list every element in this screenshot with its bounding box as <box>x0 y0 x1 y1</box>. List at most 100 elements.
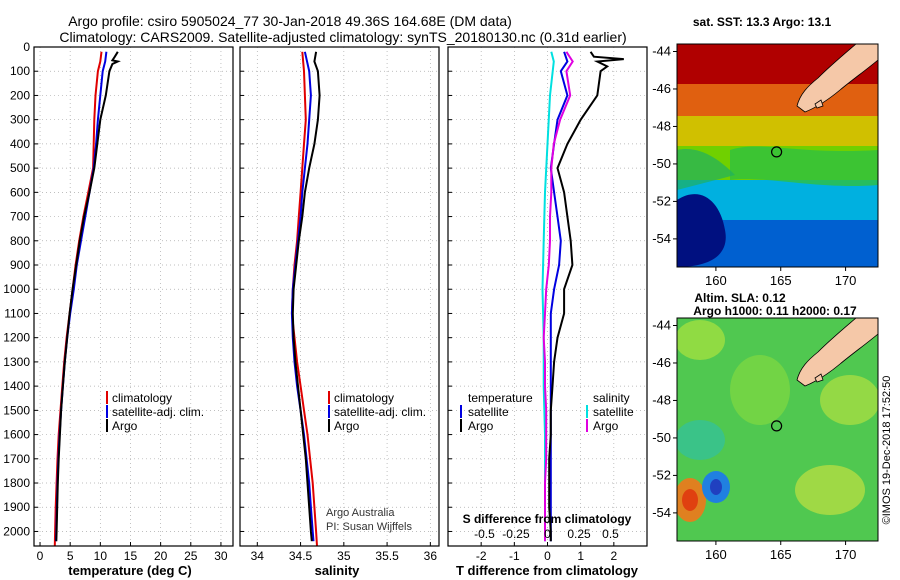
difference-legend-right: salinity satellite Argo <box>586 391 634 433</box>
depth-tick-label: 1200 <box>3 331 30 345</box>
map-y-tick-label: -48 <box>652 118 671 133</box>
sla-cold-eddy-core <box>710 479 722 495</box>
temperature-lines <box>53 51 121 546</box>
sst-map-frame <box>676 43 879 268</box>
sla-patch-1 <box>677 320 725 360</box>
sst-land <box>796 44 878 113</box>
legend-t-satellite-label: satellite <box>468 405 509 419</box>
depth-tick-label: 1800 <box>3 476 30 490</box>
legend-s-argo-label: Argo <box>593 419 619 433</box>
depth-tick-label: 600 <box>10 185 30 199</box>
sla-map-title-2: Argo h1000: 0.11 h2000: 0.17 <box>693 304 857 318</box>
salinity-lines <box>290 51 321 546</box>
map-y-tick-label: -48 <box>652 392 671 407</box>
legend-satellite-label: satellite-adj. clim. <box>334 405 426 419</box>
depth-tick-label: 1000 <box>3 282 30 296</box>
x-tick-label: 30 <box>214 549 228 563</box>
difference-grid <box>448 46 647 546</box>
map-y-tick-label: -50 <box>652 430 671 445</box>
map-x-tick-label: 165 <box>770 273 792 288</box>
legend-s-satellite-label: satellite <box>593 405 634 419</box>
depth-tick-label: 1500 <box>3 403 30 417</box>
legend-climatology-label: climatology <box>334 391 394 405</box>
sla-land <box>796 318 878 387</box>
map-y-tick-label: -54 <box>652 505 671 520</box>
temperature-legend: climatology satellite-adj. clim. Argo <box>106 391 204 433</box>
difference-top-ticks: -0.5 -0.25 0 0.25 0.5 <box>474 527 619 541</box>
sla-map-title-1: Altim. SLA: 0.12 <box>694 291 786 305</box>
x-tick-label: 36 <box>424 549 438 563</box>
difference-lines <box>541 51 624 542</box>
sla-map-frame <box>676 317 879 542</box>
depth-axis: 0 100 200 300 400 500 600 700 800 900 1000 1100 1200… <box>3 40 30 538</box>
difference-xlabel: T difference from climatology <box>456 563 639 578</box>
x-tick-label: -1 <box>509 549 520 563</box>
difference-x-ticks: -2 -1 0 1 2 <box>476 542 617 563</box>
salinity-frame <box>239 46 440 547</box>
sla-patch-3 <box>820 375 878 425</box>
series-temperature-satellite <box>549 51 569 542</box>
depth-tick-label: 400 <box>10 137 30 151</box>
x-tick-label: -2 <box>476 549 487 563</box>
sla-argo-position-marker <box>770 420 783 432</box>
depth-tick-label: 1600 <box>3 428 30 442</box>
sst-coast-west-green <box>677 149 735 190</box>
legend-argo-label: Argo <box>334 419 360 433</box>
credit-line2: PI: Susan Wijffels <box>326 521 412 533</box>
map-y-tick-label: -44 <box>652 317 671 332</box>
depth-tick-label: 1400 <box>3 379 30 393</box>
temperature-grid <box>34 46 233 546</box>
salinity-panel: 34 34.5 35 35.5 36 salinity climatology sate… <box>239 46 440 578</box>
sst-yellow-band <box>677 116 878 146</box>
map-y-tick-label: -52 <box>652 193 671 208</box>
salinity-xlabel: salinity <box>315 563 361 578</box>
figure-title: Argo profile: csiro 5905024_77 30-Jan-20… <box>68 13 512 29</box>
map-y-tick-label: -46 <box>652 355 671 370</box>
difference-legend-left: temperature satellite Argo <box>460 391 533 433</box>
x-tick-label: 34 <box>251 549 265 563</box>
depth-tick-label: 800 <box>10 234 30 248</box>
x-tick-label: 15 <box>124 549 138 563</box>
top-tick-label: 0.25 <box>567 527 591 541</box>
temperature-x-ticks: 0 5 10 15 20 25 30 <box>37 542 228 563</box>
salinity-x-ticks: 34 34.5 35 35.5 36 <box>251 542 438 563</box>
sst-island <box>814 99 824 109</box>
temperature-frame <box>33 46 234 547</box>
map-y-tick-label: -52 <box>652 467 671 482</box>
legend-temperature-title: temperature <box>468 391 533 405</box>
top-tick-label: -0.25 <box>502 527 530 541</box>
sla-island <box>814 373 824 383</box>
series-argo <box>55 51 121 542</box>
salinity-legend: climatology satellite-adj. clim. Argo <box>328 391 426 433</box>
x-tick-label: 20 <box>154 549 168 563</box>
sst-orange-band <box>677 84 878 116</box>
legend-satellite-label: satellite-adj. clim. <box>112 405 204 419</box>
legend-climatology-label: climatology <box>112 391 172 405</box>
sst-map: sat. SST: 13.3 Argo: 13.1 160 165 170 -44 -4… <box>652 15 879 288</box>
depth-tick-label: 0 <box>23 40 30 54</box>
map-y-tick-label: -54 <box>652 231 671 246</box>
top-tick-label: 0 <box>544 527 551 541</box>
series-temperature-argo <box>548 51 624 542</box>
depth-tick-label: 2000 <box>3 524 30 538</box>
x-tick-label: 25 <box>184 549 198 563</box>
legend-salinity-title: salinity <box>593 391 630 405</box>
salinity-grid <box>240 46 439 546</box>
x-tick-label: 5 <box>67 549 74 563</box>
sst-argo-position-marker <box>770 146 783 158</box>
difference-panel: -2 -1 0 1 2 S difference from climatology -0… <box>447 46 648 578</box>
depth-tick-label: 900 <box>10 258 30 272</box>
map-x-tick-label: 160 <box>705 547 727 562</box>
sst-green-patch <box>730 146 878 187</box>
map-y-tick-label: -50 <box>652 156 671 171</box>
x-tick-label: 2 <box>610 549 617 563</box>
x-tick-label: 35 <box>337 549 351 563</box>
sla-warm-eddy-2 <box>682 489 698 511</box>
x-tick-label: 35.5 <box>375 549 399 563</box>
figure-subtitle: Climatology: CARS2009. Satellite-adjuste… <box>59 29 626 45</box>
x-tick-label: 0 <box>544 549 551 563</box>
series-argo <box>291 51 321 542</box>
depth-tick-label: 1700 <box>3 452 30 466</box>
sst-cold-patch <box>677 194 726 267</box>
